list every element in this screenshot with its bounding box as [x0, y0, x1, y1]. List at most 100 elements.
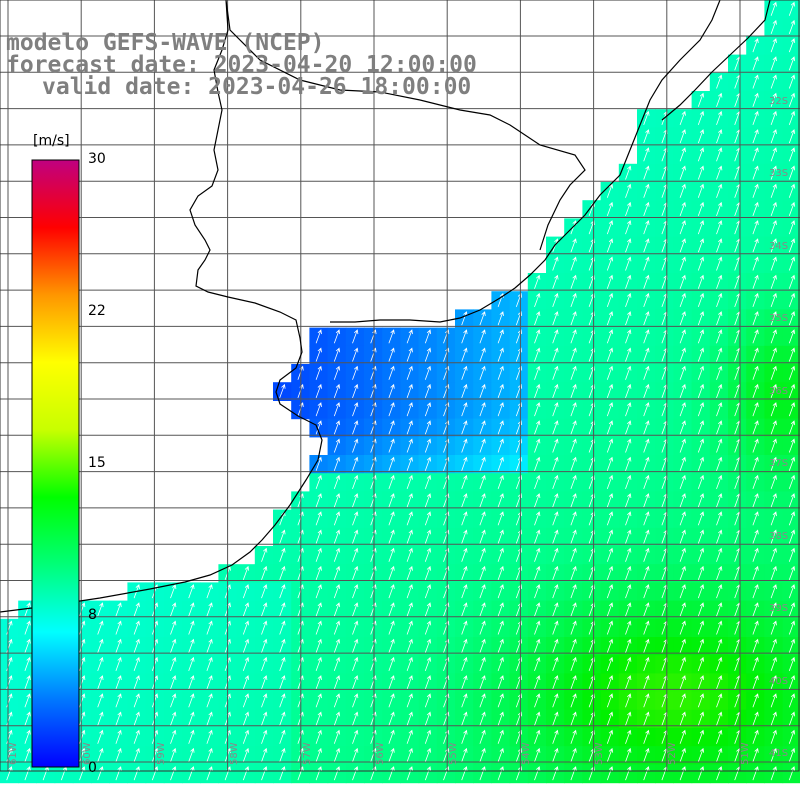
wind-arrow — [279, 547, 286, 562]
wind-arrow — [570, 256, 577, 271]
wind-arrow — [716, 456, 723, 471]
wind-arrow — [315, 402, 322, 417]
wind-arrow — [534, 711, 541, 726]
wind-arrow — [461, 766, 468, 781]
wind-arrow — [388, 638, 395, 653]
wind-arrow — [424, 456, 432, 471]
wind-arrow — [352, 584, 359, 599]
wind-arrow — [770, 711, 777, 726]
wind-arrow — [697, 347, 705, 362]
wind-arrow — [24, 729, 31, 744]
wind-arrow — [625, 329, 632, 344]
wind-arrow — [170, 602, 177, 617]
wind-arrow — [315, 347, 322, 362]
wind-arrow — [752, 547, 759, 562]
wind-arrow — [552, 675, 559, 690]
wind-arrow — [625, 711, 632, 726]
wind-arrow — [697, 256, 705, 271]
wind-arrow — [497, 766, 504, 781]
wind-arrow — [424, 402, 432, 417]
wind-arrow — [388, 747, 395, 763]
wind-arrow — [679, 584, 686, 599]
wind-arrow — [788, 584, 796, 599]
wind-arrow — [352, 747, 359, 763]
wind-arrow — [497, 311, 504, 326]
wind-arrow — [679, 329, 686, 344]
wind-arrow — [133, 766, 140, 781]
wind-arrow — [570, 602, 577, 617]
wind-arrow — [424, 383, 432, 399]
wind-arrow — [570, 292, 577, 308]
wind-arrow — [770, 1, 777, 16]
wind-arrow — [424, 420, 432, 435]
wind-arrow — [625, 292, 632, 308]
wind-arrow — [315, 529, 322, 544]
wind-arrow — [242, 584, 250, 599]
wind-arrow — [333, 547, 341, 562]
wind-arrow — [625, 729, 632, 744]
wind-arrow — [752, 584, 759, 599]
wind-arrow — [352, 493, 359, 508]
wind-arrow — [752, 402, 759, 417]
wind-arrow — [679, 438, 686, 453]
wind-arrow — [424, 656, 432, 672]
wind-arrow — [170, 675, 177, 690]
wind-arrow — [497, 365, 504, 380]
wind-arrow — [206, 729, 213, 744]
wind-arrow — [24, 638, 31, 653]
wind-arrow — [188, 766, 195, 781]
wind-arrow — [697, 220, 705, 235]
wind-arrow — [279, 529, 286, 544]
wind-arrow — [606, 420, 614, 435]
wind-arrow — [497, 620, 504, 635]
wind-arrow — [497, 329, 504, 344]
wind-arrow — [716, 183, 723, 198]
wind-arrow — [133, 747, 140, 763]
wind-arrow — [697, 656, 705, 672]
wind-arrow — [461, 638, 468, 653]
wind-arrow — [388, 365, 395, 380]
wind-arrow — [716, 365, 723, 380]
wind-arrow — [188, 638, 195, 653]
wind-arrow — [643, 656, 650, 672]
wind-arrow — [279, 711, 286, 726]
wind-arrow — [170, 693, 177, 708]
wind-arrow — [625, 347, 632, 362]
wind-arrow — [115, 656, 122, 672]
wind-arrow — [79, 693, 86, 708]
wind-arrow — [406, 656, 413, 672]
wind-arrow — [479, 747, 486, 763]
wind-arrow — [115, 675, 122, 690]
wind-arrow — [716, 292, 723, 308]
wind-arrow — [552, 638, 559, 653]
wind-arrow — [643, 383, 650, 399]
wind-arrow — [788, 183, 796, 198]
wind-arrow — [716, 311, 723, 326]
wind-arrow — [697, 747, 705, 763]
wind-arrow — [679, 511, 686, 526]
wind-arrow — [497, 347, 504, 362]
lat-label: 35S — [769, 313, 789, 324]
wind-arrow — [716, 383, 723, 399]
wind-arrow — [716, 565, 723, 581]
wind-arrow — [788, 474, 796, 490]
wind-arrow — [315, 365, 322, 380]
wind-arrow — [697, 493, 705, 508]
wind-arrow — [388, 402, 395, 417]
wind-arrow — [606, 547, 614, 562]
colorbar-unit: [m/s] — [33, 133, 70, 149]
wind-arrow — [716, 165, 723, 180]
wind-arrow — [625, 165, 632, 180]
wind-arrow — [352, 329, 359, 344]
lon-label: 60W — [82, 742, 93, 765]
wind-arrow — [625, 747, 632, 763]
wind-arrow — [552, 547, 559, 562]
wind-arrow — [606, 365, 614, 380]
wind-arrow — [352, 511, 359, 526]
wind-arrow — [770, 201, 777, 217]
wind-arrow — [679, 311, 686, 326]
wind-arrow — [115, 711, 122, 726]
wind-arrow — [606, 456, 614, 471]
wind-arrow — [697, 438, 705, 453]
wind-arrow — [333, 747, 341, 763]
